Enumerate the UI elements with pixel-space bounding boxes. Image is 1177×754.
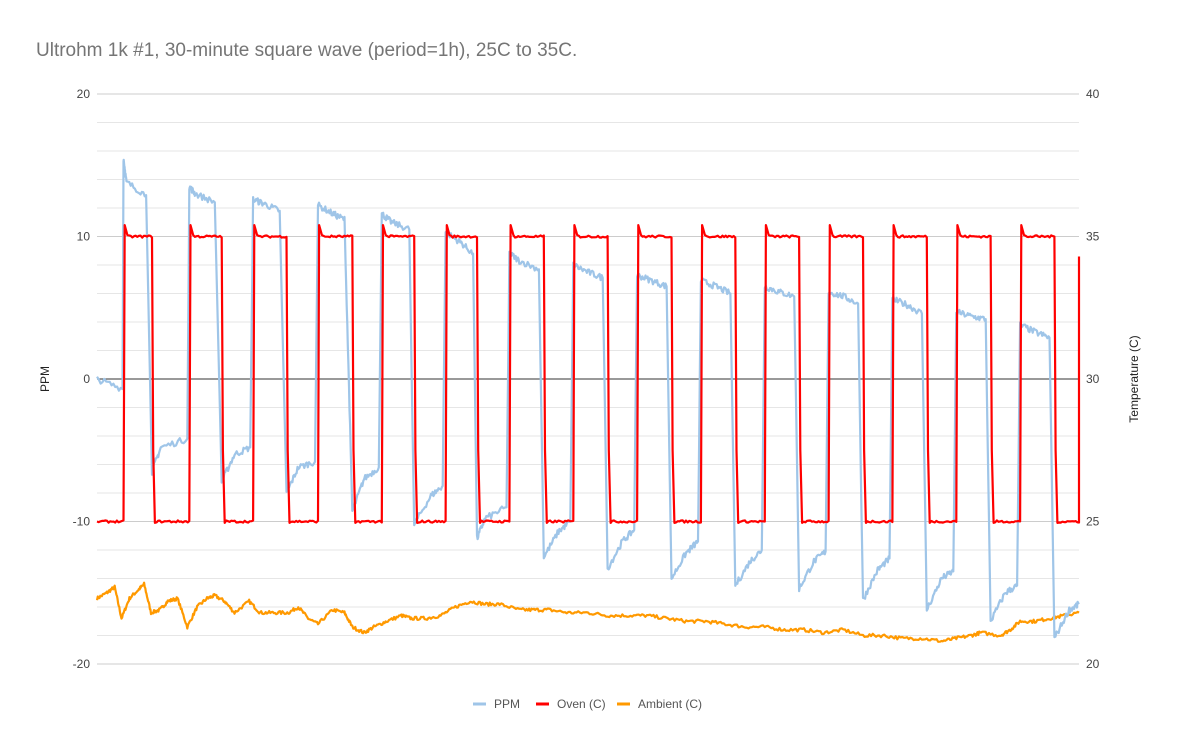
right-tick-label: 30	[1086, 372, 1100, 386]
right-axis-ticks: 40 35 30 25 20	[1086, 87, 1100, 671]
chart-title: Ultrohm 1k #1, 30-minute square wave (pe…	[36, 40, 577, 61]
left-tick-label: 10	[77, 230, 91, 244]
gridlines	[97, 93, 1079, 665]
legend-label: Ambient (C)	[638, 697, 702, 711]
left-tick-label: 0	[83, 372, 90, 386]
legend-label: Oven (C)	[557, 697, 606, 711]
right-tick-label: 40	[1086, 87, 1100, 101]
series-ppm-line	[96, 158, 1080, 639]
series-oven-line	[96, 224, 1081, 524]
series-layer	[95, 158, 1081, 643]
left-tick-label: -10	[73, 515, 91, 529]
legend: PPM Oven (C) Ambient (C)	[473, 697, 702, 711]
left-tick-label: 20	[77, 87, 91, 101]
right-tick-label: 20	[1086, 657, 1100, 671]
y2-axis-label: Temperature (C)	[1127, 335, 1141, 422]
left-tick-label: -20	[73, 657, 91, 671]
right-tick-label: 35	[1086, 230, 1100, 244]
y-axis-label: PPM	[38, 366, 52, 392]
left-axis-ticks: 20 10 0 -10 -20	[73, 87, 91, 671]
right-tick-label: 25	[1086, 515, 1100, 529]
legend-label: PPM	[494, 697, 520, 711]
series-ambient-line	[95, 581, 1080, 643]
